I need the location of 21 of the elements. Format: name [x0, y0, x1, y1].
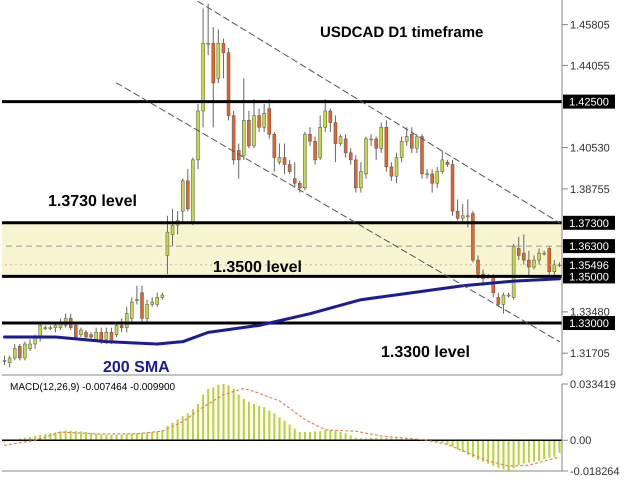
y-tick-label: 1.33480	[570, 306, 610, 319]
series-label: 200 SMA	[103, 359, 170, 377]
y-tick-label: 1.44055	[570, 60, 610, 72]
annotation: 1.3730 level	[48, 193, 137, 211]
annotation: 1.3500 level	[213, 259, 302, 277]
y-tick-label: -0.018264	[570, 466, 620, 478]
y-tick-label: 0.033419	[570, 378, 616, 391]
ref-line-label: 1.33000	[569, 318, 609, 330]
chart-title: MACD(12,26,9) -0.007464 -0.009900	[10, 382, 176, 393]
text: USDCAD D1 timeframe	[320, 24, 484, 41]
annotation: 1.3300 level	[381, 344, 470, 362]
y-tick-label: 0.00	[570, 435, 592, 448]
ref-line-label: 1.35496	[569, 260, 609, 272]
ref-line-label: 1.36300	[569, 241, 609, 254]
y-tick-label: 1.31705	[570, 348, 610, 360]
y-tick-label: 1.40530	[570, 142, 610, 154]
ref-line-label: 1.42500	[569, 96, 609, 109]
y-tick-label: 1.45805	[570, 19, 610, 32]
y-tick-label: 1.38755	[570, 184, 610, 196]
ref-line-label: 1.35000	[569, 271, 609, 284]
ref-line-label: 1.37300	[569, 218, 609, 230]
